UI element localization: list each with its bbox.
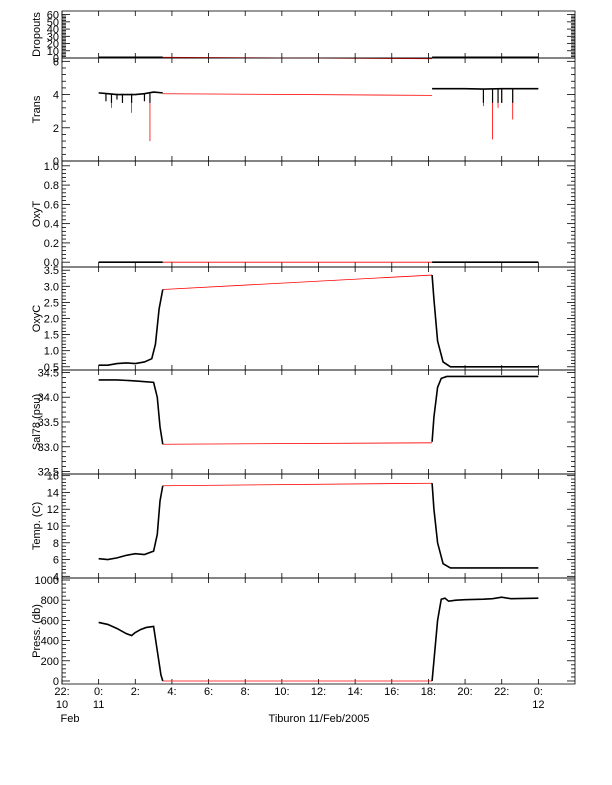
dropouts-ytick-label: 30 [47,31,59,43]
oxyc-ylabel: OxyC [31,305,43,333]
x-tick-label: 16: [384,686,399,698]
oxyc-gap-line [162,274,433,290]
dropouts-ytick-label: 10 [47,46,59,58]
dropouts-frame [61,10,576,59]
press-ylabel: Press. (db) [31,604,43,658]
trans-ytick-label: 2 [53,123,59,135]
x-tick-label: 18: [421,686,436,698]
sal78-series-1 [431,375,539,442]
oxyt-ytick-label: 0.0 [44,257,59,269]
panel-oxyt: 0.0 0.2 0.4 0.6 0.8 1.0 OxyT [31,160,576,269]
oxyc-series-0 [98,289,164,366]
oxyt-frame [61,160,576,268]
press-ytick-label: 200 [41,656,59,668]
oxyc-ytick-label: 2.0 [44,314,59,326]
oxyt-ytick-label: 0.8 [44,180,59,192]
trans-ytick-label: 6 [53,56,59,68]
oxyc-ytick-label: 1.5 [44,330,59,342]
press-series-1 [431,596,539,682]
oxyt-ytick-label: 1.0 [44,161,59,173]
temp-gap-line [162,482,433,487]
dropouts-ytick-label: 50 [47,17,59,29]
x-tick-label: 0: [534,686,543,698]
trans-ytick-label: 0 [53,156,59,168]
dropouts-ylabel: Dropouts [31,12,43,57]
x-tick-label: 22: [494,686,509,698]
x-tick-label: 22: [54,686,69,698]
panel-oxyc: 0.5 1.0 1.5 2.0 2.5 3.0 3.5 OxyC [31,265,576,374]
oxyt-ylabel: OxyT [31,201,43,228]
x-tick-label: 6: [204,686,213,698]
panel-trans: 0 2 4 6 Trans [31,56,576,168]
sal78-ylabel: Sal78 (psu) [31,394,43,450]
oxyt-ytick-label: 0.6 [44,199,59,211]
trans-frame [61,57,576,162]
oxyc-ytick-label: 0.5 [44,362,59,374]
x-tick-label: 14: [347,686,362,698]
temp-ylabel: Temp. (C) [31,502,43,550]
temp-ytick-label: 14 [47,487,59,499]
press-ytick-label: 1000 [35,575,59,587]
temp-ytick-label: 10 [47,521,59,533]
sal78-gap-line [162,442,433,445]
oxyc-series-1 [431,274,539,368]
panel-press: 0 200 400 600 800 1000 Press. (db) [31,575,576,688]
oxyc-ytick-label: 2.5 [44,297,59,309]
oxyc-frame [61,266,576,371]
temp-ytick-label: 16 [47,471,59,483]
panel-temp: 4 6 8 10 12 14 16 Temp. (C) [31,471,576,583]
sal78-ytick-label: 34.0 [38,392,59,404]
dropouts-ytick-label: 0 [53,53,59,65]
trans-ytick-label: 4 [53,90,59,102]
oxyt-ytick-label: 0.2 [44,238,59,250]
chart-title: Tiburon 11/Feb/2005 [269,713,370,725]
oxyc-ytick-label: 3.5 [44,265,59,277]
sal78-ytick-label: 32.5 [38,467,59,479]
x-tick-label: 8: [241,686,250,698]
dropouts-ytick-label: 40 [47,24,59,36]
oxyc-ytick-label: 1.0 [44,346,59,358]
press-ytick-label: 400 [41,636,59,648]
x-tick-sublabel: 12 [532,699,544,711]
temp-ytick-label: 6 [53,555,59,567]
trans-ylabel: Trans [31,95,43,123]
sal78-frame [61,369,576,475]
x-tick-label: 10: [274,686,289,698]
temp-series-1 [431,483,539,569]
x-tick-label: 2: [131,686,140,698]
panels: 0102030405060Dropouts0246Trans0.00.20.40… [31,10,576,688]
x-tick-label: 4: [167,686,176,698]
press-series-0 [98,621,164,682]
sal78-ytick-label: 33.5 [38,417,59,429]
temp-ytick-label: 4 [53,571,59,583]
x-tick-sublabel-2: Feb [61,713,80,725]
x-tick-label: 20: [457,686,472,698]
dropouts-ytick-label: 20 [47,39,59,51]
temp-ytick-label: 12 [47,504,59,516]
temp-ytick-label: 8 [53,538,59,550]
oxyt-ytick-label: 0.4 [44,219,59,231]
oxyc-ytick-label: 3.0 [44,281,59,293]
x-tick-label: 0: [94,686,103,698]
temp-series-0 [98,485,164,561]
x-tick-sublabel: 10 [56,699,68,711]
temp-frame [61,473,576,579]
panel-sal78: 32.5 33.0 33.5 34.0 34.5 Sal78 (psu) [31,367,576,479]
press-ytick-label: 800 [41,595,59,607]
trans-series-0 [98,91,163,96]
trans-gap-line [162,93,433,96]
sal78-series-0 [98,379,164,445]
sal78-ytick-label: 34.5 [38,367,59,379]
sal78-ytick-label: 33.0 [38,442,59,454]
dropouts-ytick-label: 60 [47,10,59,22]
x-tick-sublabel: 11 [93,699,104,711]
x-tick-label: 12: [311,686,326,698]
press-ytick-label: 0 [53,676,59,688]
press-ytick-label: 600 [41,615,59,627]
